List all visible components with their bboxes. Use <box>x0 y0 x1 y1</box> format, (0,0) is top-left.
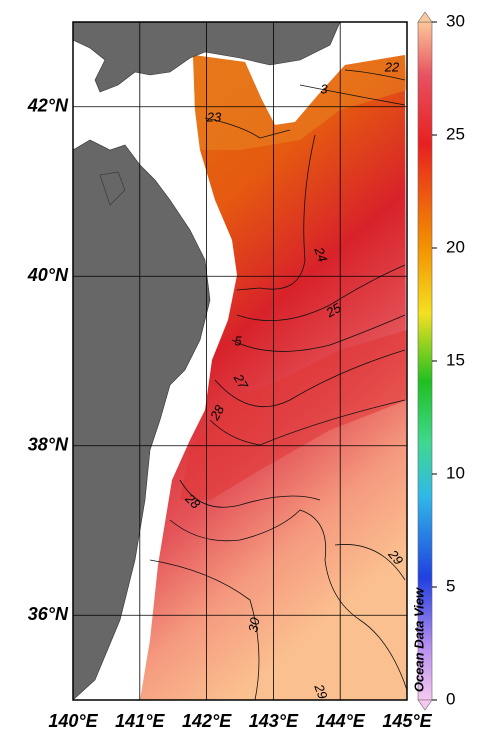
isotherm <box>149 559 260 701</box>
lon-tick-label: 144°E <box>316 711 366 731</box>
lon-tick-label: 141°E <box>115 711 165 731</box>
lon-tick-label: 142°E <box>182 711 232 731</box>
contour-label: 23 <box>206 109 222 124</box>
lat-tick-label: 42°N <box>27 96 69 116</box>
colorbar-cap <box>417 699 433 711</box>
isotherm <box>209 399 406 446</box>
isotherm <box>179 479 321 508</box>
contour-label: 29 <box>311 681 330 701</box>
contour-label: 3 <box>320 81 328 96</box>
isotherm <box>236 264 406 321</box>
colorbar-tick-label: 15 <box>446 350 465 369</box>
contour-label: 25 <box>323 300 345 321</box>
isotherm <box>214 349 406 407</box>
contour-label: 27 <box>230 371 251 393</box>
contour-label: 24 <box>311 244 330 264</box>
lon-tick-label: 145°E <box>382 711 432 731</box>
lat-tick-label: 36°N <box>28 604 69 624</box>
isotherm <box>236 134 316 291</box>
contour-label: 28 <box>206 402 227 424</box>
contour-label: 30 <box>245 616 262 634</box>
contour-label: 5 <box>234 333 242 348</box>
warm-core <box>180 330 407 500</box>
lat-tick-label: 40°N <box>27 265 69 285</box>
contour-label: 22 <box>384 59 400 74</box>
isotherm <box>204 117 291 139</box>
cool-top <box>193 55 407 150</box>
colorbar-tick-label: 25 <box>446 124 465 143</box>
lon-tick-label: 143°E <box>249 711 299 731</box>
colorbar-tick-label: 30 <box>446 11 465 30</box>
lon-tick-label: 140°E <box>48 711 98 731</box>
isotherm <box>334 544 406 581</box>
colorbar-tick-label: 0 <box>446 689 455 708</box>
land <box>99 171 126 206</box>
lat-tick-label: 38°N <box>28 435 69 455</box>
colorbar-tick-label: 20 <box>446 237 465 256</box>
watermark: Ocean Data View <box>411 587 426 692</box>
isotherm <box>344 69 406 81</box>
isotherm <box>169 509 408 691</box>
colorbar-cap <box>417 11 433 23</box>
land <box>72 139 211 701</box>
colorbar-tick-label: 10 <box>446 463 465 482</box>
isotherm <box>231 314 406 352</box>
colorbar-tick-label: 5 <box>446 576 455 595</box>
isotherm <box>299 84 406 106</box>
